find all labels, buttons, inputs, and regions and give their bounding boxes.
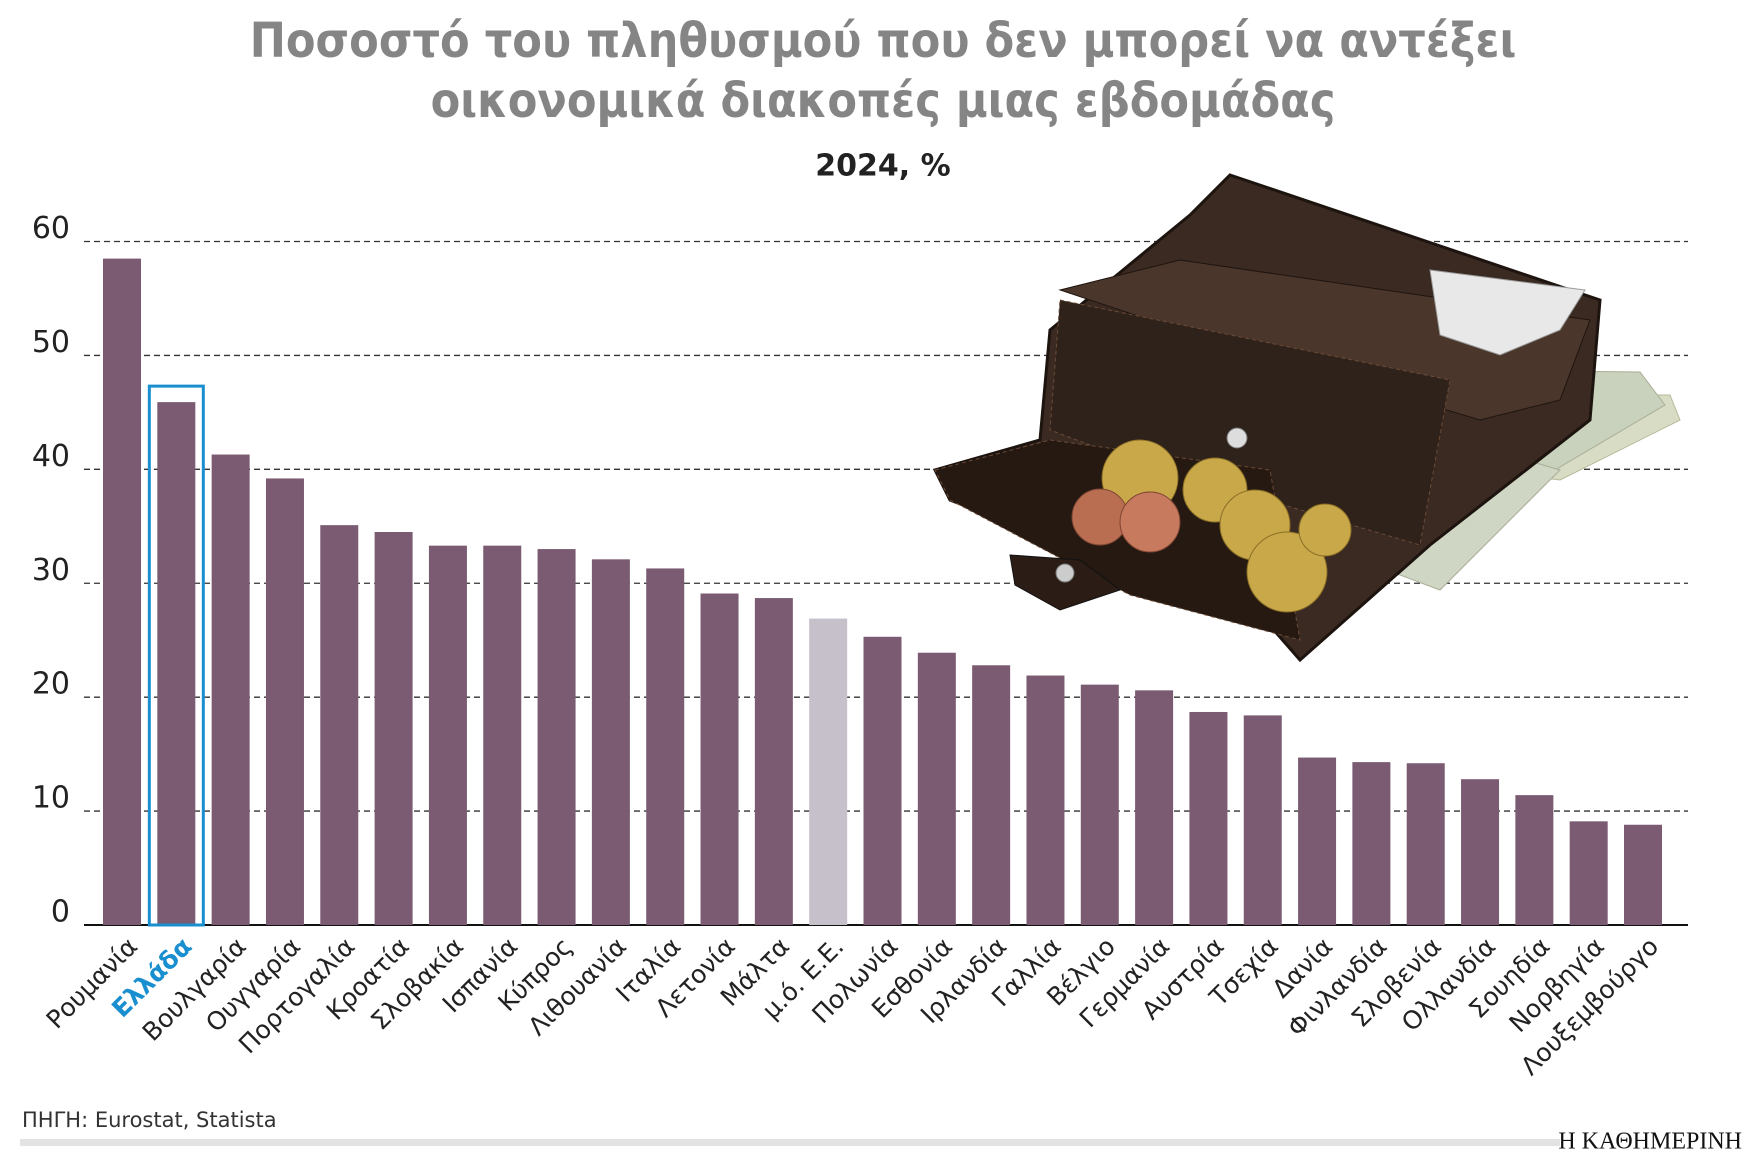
bar [591,559,630,925]
bar [320,525,359,925]
y-tick-label: 50 [32,325,70,360]
bar [103,258,141,925]
bar [1298,757,1337,925]
bar [917,652,956,925]
bar [754,598,793,925]
y-tick-label: 0 [51,895,70,930]
bar [646,568,685,925]
bar [1352,762,1391,925]
bar [211,454,250,925]
bar [863,636,902,925]
bar [700,593,739,925]
bar [1026,675,1065,925]
bar [1569,821,1608,925]
grid: 0 10 20 30 40 50 60 [32,211,1688,930]
highlight-box [147,384,205,927]
y-tick-label: 20 [32,667,70,702]
bar [1406,763,1445,925]
bar [428,545,467,925]
y-tick-label: 40 [32,439,70,474]
bar [265,478,304,925]
chart-title: οικονομικά διακοπές μιας εβδομάδας [431,73,1336,129]
bar [157,402,196,925]
bar [1080,684,1119,925]
bar [483,545,522,925]
bar [809,618,848,925]
bar [1189,711,1228,925]
bars: ΡουμανίαΕλλάδαΒουλγαρίαΟυγγαρίαΠορτογαλί… [41,258,1688,1081]
bar [972,665,1011,925]
y-tick-label: 30 [32,553,70,588]
publisher: Η ΚΑΘΗΜΕΡΙΝΗ [1558,1129,1742,1155]
bar [537,549,576,925]
bar [1515,795,1554,925]
wallet-illustration [932,173,1681,663]
bar [1461,779,1500,925]
footer-bar [20,1139,1560,1146]
y-tick-label: 60 [32,211,70,246]
y-tick-label: 10 [32,781,70,816]
bar [1243,715,1282,925]
source: ΠΗΓΗ: Eurostat, Statista [22,1108,277,1132]
bar [374,531,413,925]
bar [1624,824,1662,925]
chart-title: Ποσοστό του πληθυσμού που δεν μπορεί να … [250,13,1517,69]
chart-subtitle: 2024, % [815,149,950,184]
bar [1135,690,1174,925]
